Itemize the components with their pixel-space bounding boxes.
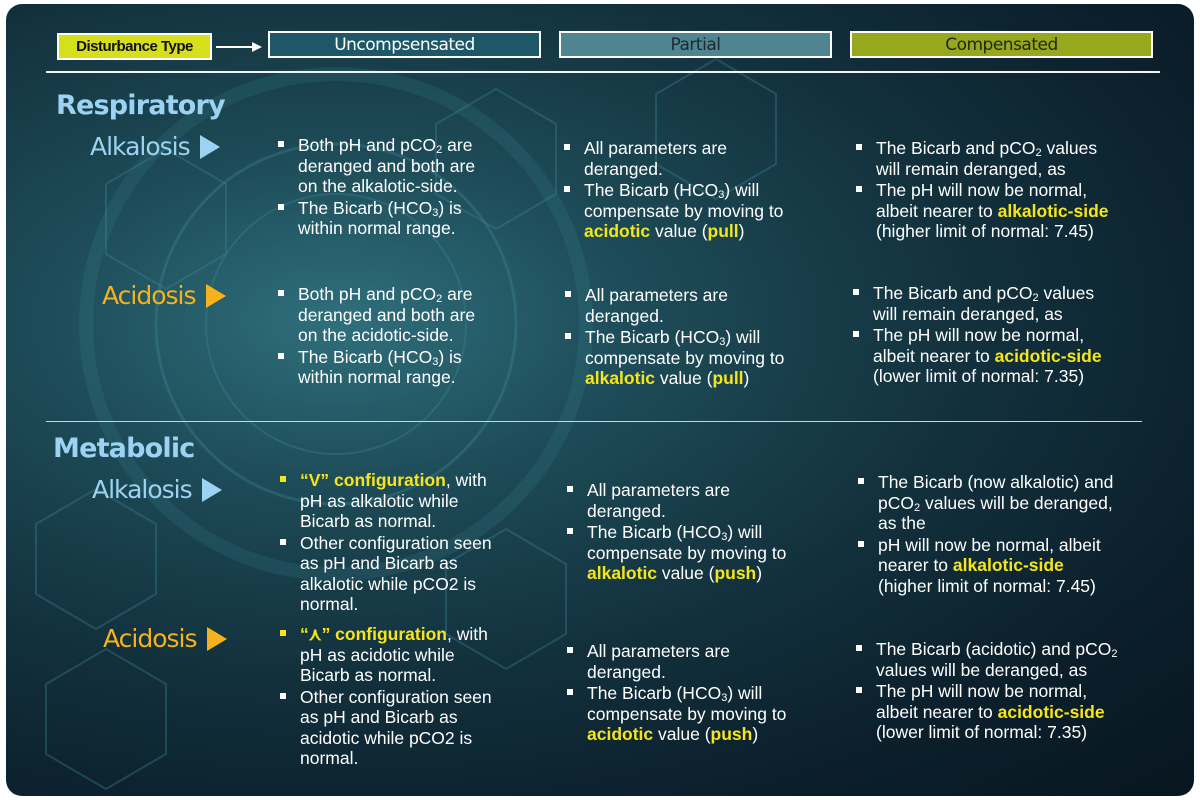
triangle-right-icon	[199, 134, 220, 159]
metabolic-title: Metabolic	[53, 433, 195, 464]
list-item: The Bicarb (HCO3) is within normal range.	[276, 347, 546, 388]
resp-alkalosis-partial: All parameters are deranged. The Bicarb (…	[562, 138, 842, 243]
disturbance-type-label: Disturbance Type	[76, 38, 193, 55]
list-item: The Bicarb (now alkalotic) and pCO2 value…	[856, 472, 1166, 534]
list-item: The Bicarb (HCO3) is within normal range.	[276, 198, 546, 239]
alkalosis-text: Alkalosis	[92, 475, 193, 504]
met-alkalosis-uncompensated: “V” configuration, with pH as alkalotic w…	[278, 470, 553, 616]
partial-header: Partial	[559, 31, 832, 58]
list-item: The pH will now be normal, albeit nearer …	[854, 180, 1164, 242]
triangle-right-icon	[201, 477, 222, 502]
list-item: pH will now be normal, albeit nearer to a…	[856, 535, 1166, 597]
met-acidosis-partial: All parameters are deranged. The Bicarb (…	[565, 641, 845, 746]
list-item: “V” configuration, with pH as alkalotic w…	[278, 470, 553, 532]
met-acidosis-uncompensated: “⋏” configuration, with pH as acidotic wh…	[278, 624, 553, 770]
list-item: The Bicarb and pCO2 values will remain de…	[854, 138, 1164, 179]
section-divider	[46, 421, 1142, 422]
disturbance-type-key: Disturbance Type	[57, 33, 212, 60]
resp-acidosis-uncompensated: Both pH and pCO2 are deranged and both ar…	[276, 284, 546, 389]
list-item: Other configuration seen as pH and Bicarb…	[278, 687, 553, 769]
alkalosis-text: Alkalosis	[90, 132, 191, 161]
list-item: The Bicarb (HCO3) will compensate by movi…	[563, 327, 843, 389]
respiratory-acidosis-label: Acidosis	[102, 281, 226, 310]
uncompensated-label: Uncompsensated	[334, 34, 475, 55]
respiratory-title: Respiratory	[56, 90, 226, 121]
slide: Disturbance Type Uncompsensated Partial …	[6, 4, 1194, 796]
list-item: The Bicarb (HCO3) will compensate by movi…	[565, 522, 845, 584]
list-item: Other configuration seen as pH and Bicarb…	[278, 533, 553, 615]
respiratory-alkalosis-label: Alkalosis	[90, 132, 220, 161]
list-item: Both pH and pCO2 are deranged and both ar…	[276, 284, 546, 346]
background-decoration	[35, 57, 777, 791]
metabolic-acidosis-label: Acidosis	[103, 624, 227, 653]
uncompensated-header: Uncompsensated	[268, 31, 541, 58]
list-item: The Bicarb (acidotic) and pCO2 values wil…	[854, 639, 1164, 680]
triangle-right-icon	[206, 626, 227, 651]
list-item: All parameters are deranged.	[562, 138, 842, 179]
compensated-header: Compensated	[850, 31, 1153, 58]
list-item: The Bicarb and pCO2 values will remain de…	[851, 283, 1161, 324]
list-item: “⋏” configuration, with pH as acidotic wh…	[278, 624, 553, 686]
list-item: All parameters are deranged.	[565, 480, 845, 521]
resp-acidosis-partial: All parameters are deranged. The Bicarb (…	[563, 285, 843, 390]
partial-label: Partial	[670, 34, 721, 55]
acidosis-text: Acidosis	[102, 281, 197, 310]
header-divider	[46, 71, 1160, 73]
list-item: The pH will now be normal, albeit nearer …	[851, 325, 1161, 387]
list-item: The Bicarb (HCO3) will compensate by movi…	[562, 180, 842, 242]
met-acidosis-compensated: The Bicarb (acidotic) and pCO2 values wil…	[854, 639, 1164, 744]
list-item: The Bicarb (HCO3) will compensate by movi…	[565, 683, 845, 745]
list-item: All parameters are deranged.	[565, 641, 845, 682]
metabolic-alkalosis-label: Alkalosis	[92, 475, 222, 504]
list-item: Both pH and pCO2 are deranged and both ar…	[276, 135, 546, 197]
resp-acidosis-compensated: The Bicarb and pCO2 values will remain de…	[851, 283, 1161, 388]
list-item: All parameters are deranged.	[563, 285, 843, 326]
arrow-right-icon	[216, 42, 262, 52]
met-alkalosis-compensated: The Bicarb (now alkalotic) and pCO2 value…	[856, 472, 1166, 597]
resp-alkalosis-uncompensated: Both pH and pCO2 are deranged and both ar…	[276, 135, 546, 240]
list-item: The pH will now be normal, albeit nearer …	[854, 681, 1164, 743]
acidosis-text: Acidosis	[103, 624, 198, 653]
compensated-label: Compensated	[945, 34, 1058, 55]
resp-alkalosis-compensated: The Bicarb and pCO2 values will remain de…	[854, 138, 1164, 243]
triangle-right-icon	[205, 283, 226, 308]
met-alkalosis-partial: All parameters are deranged. The Bicarb (…	[565, 480, 845, 585]
